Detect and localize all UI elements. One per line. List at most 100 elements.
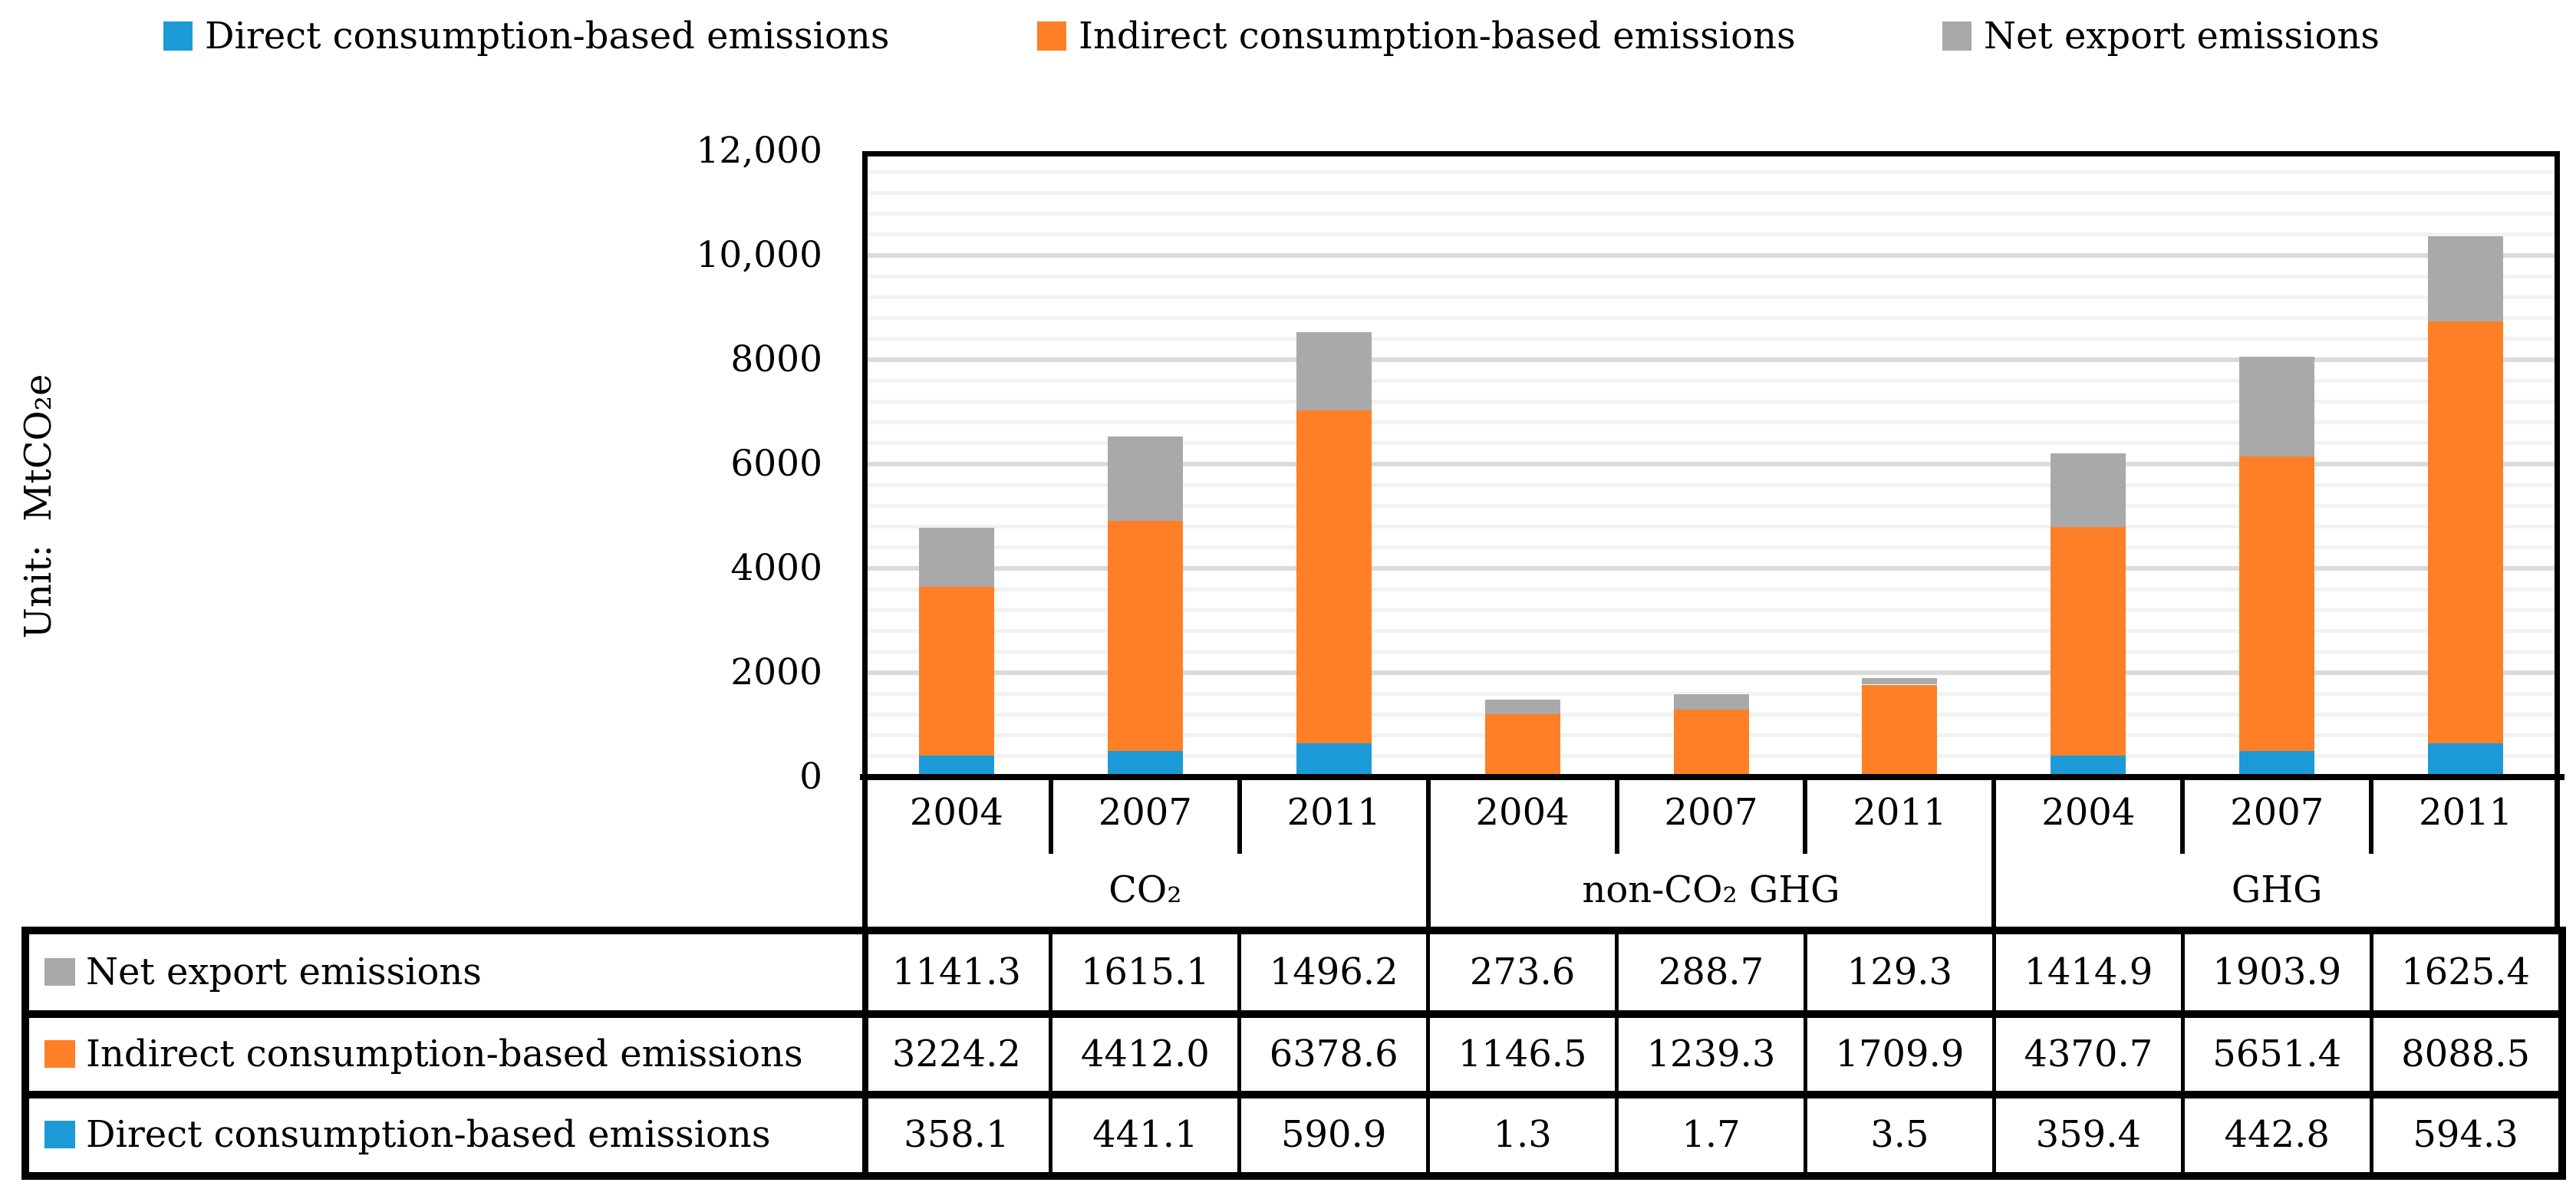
legend-item-net-export: Net export emissions — [1942, 15, 2380, 58]
table-cell-value: 1.3 — [1493, 1113, 1552, 1156]
table-row-label: Indirect consumption-based emissions — [86, 1033, 803, 1075]
legend-swatch-direct-icon — [163, 21, 193, 51]
table-cell-value: 590.9 — [1280, 1113, 1387, 1156]
gridline-minor — [868, 295, 2555, 299]
y-tick-label: 6000 — [730, 443, 822, 485]
table-cell-value: 129.3 — [1846, 950, 1953, 993]
table-column-divider — [1615, 934, 1619, 1172]
table-column-divider — [1237, 934, 1242, 1172]
gridline-minor — [868, 650, 2555, 654]
year-divider-line — [2180, 777, 2186, 854]
gridline-minor — [868, 378, 2555, 383]
bar-segment-direct — [2239, 750, 2315, 774]
gridline-minor — [868, 691, 2555, 696]
plot-area — [860, 151, 2564, 780]
legend-item-indirect: Indirect consumption-based emissions — [1037, 15, 1796, 58]
bar-segment-indirect — [1484, 713, 1560, 774]
gridline-minor — [868, 525, 2555, 529]
legend-item-direct: Direct consumption-based emissions — [163, 15, 890, 58]
gridline-minor — [868, 629, 2555, 634]
bar-segment-net-export — [918, 527, 994, 588]
table-cell-value: 1615.1 — [1080, 950, 1210, 993]
table-cell-value: 1.7 — [1682, 1113, 1741, 1156]
bar-segment-indirect — [1107, 521, 1183, 751]
bar-segment-net-export — [1107, 436, 1183, 521]
bar-segment-net-export — [1296, 332, 1372, 410]
legend-swatch-indirect-icon — [1037, 21, 1066, 51]
legend-label: Direct consumption-based emissions — [205, 15, 890, 58]
bar-segment-indirect — [1673, 709, 1749, 774]
table-cell-value: 358.1 — [904, 1113, 1010, 1156]
y-tick-label: 12,000 — [696, 130, 822, 172]
chart-legend: Direct consumption-based emissions Indire… — [0, 0, 2576, 69]
gridline-minor — [868, 232, 2555, 237]
table-cell-value: 1146.5 — [1458, 1033, 1587, 1075]
y-tick-label: 2000 — [730, 651, 822, 693]
group-divider-line — [1425, 777, 1431, 930]
x-axis-category-area: 2004 2007 2011 CO₂ 2004 2007 2011 non-CO₂ GHG 20… — [862, 777, 2560, 930]
y-tick-label: 10,000 — [696, 234, 822, 276]
table-column-divider — [1049, 934, 1053, 1172]
legend-swatch-net-export-icon — [1942, 21, 1972, 51]
gridline-minor — [868, 441, 2555, 446]
table-cell-value: 442.8 — [2224, 1113, 2330, 1156]
bar-segment-direct — [1107, 751, 1183, 774]
group-divider-line — [1991, 777, 1997, 930]
table-cell-value: 288.7 — [1658, 950, 1764, 993]
bar-segment-indirect — [918, 587, 994, 756]
year-label: 2011 — [1286, 791, 1381, 834]
gridline-minor — [868, 587, 2555, 591]
bar-segment-indirect — [2239, 456, 2315, 751]
gridline-minor — [868, 212, 2555, 216]
y-tick-label: 4000 — [730, 547, 822, 589]
bar-segment-net-export — [1862, 677, 1938, 685]
gridline-major — [868, 357, 2555, 362]
bar-segment-net-export — [2428, 236, 2504, 321]
gridline-major — [868, 670, 2555, 675]
table-cell-value: 5651.4 — [2212, 1033, 2342, 1075]
year-label: 2007 — [1098, 791, 1192, 834]
gridline-minor — [868, 608, 2555, 612]
table-row-swatch-indirect-icon — [44, 1040, 75, 1068]
y-axis-tick-labels: 0 2000 4000 6000 8000 10,000 12,000 — [0, 0, 862, 844]
year-label: 2011 — [1853, 791, 1947, 834]
table-cell-value: 1709.9 — [1835, 1033, 1965, 1075]
table-cell-value: 4412.0 — [1080, 1033, 1210, 1075]
table-cell-value: 1625.4 — [2401, 950, 2531, 993]
gridline-major — [868, 462, 2555, 466]
group-label: GHG — [2231, 868, 2323, 911]
gridline-major — [868, 566, 2555, 571]
table-column-divider — [1426, 934, 1431, 1172]
bar-segment-direct — [918, 755, 994, 774]
year-divider-line — [1614, 777, 1619, 854]
bar-segment-net-export — [2051, 453, 2126, 528]
bar-segment-net-export — [1484, 700, 1560, 714]
group-label: CO₂ — [1108, 868, 1182, 911]
gridline-minor — [868, 190, 2555, 195]
table-cell-value: 1414.9 — [2024, 950, 2153, 993]
gridline-minor — [868, 274, 2555, 278]
table-cell-value: 594.3 — [2413, 1113, 2518, 1156]
gridline-major — [868, 253, 2555, 258]
table-cell-value: 1496.2 — [1269, 950, 1398, 993]
table-cell-value: 359.4 — [2035, 1113, 2141, 1156]
table-column-divider — [2180, 934, 2185, 1172]
table-row-label: Direct consumption-based emissions — [86, 1113, 771, 1156]
axis-left-edge-line — [862, 777, 868, 930]
gridline-minor — [868, 337, 2555, 341]
legend-label: Indirect consumption-based emissions — [1079, 15, 1796, 58]
year-label: 2007 — [1664, 791, 1758, 834]
table-row-separator — [29, 1010, 2558, 1018]
gridline-minor — [868, 545, 2555, 550]
year-divider-line — [1237, 777, 1242, 854]
year-label: 2011 — [2419, 791, 2513, 834]
bar-segment-indirect — [2428, 321, 2504, 743]
gridline-minor — [868, 170, 2555, 174]
axis-right-edge-line — [2555, 777, 2560, 930]
plot-border — [862, 151, 2560, 777]
table-cell-value: 8088.5 — [2401, 1033, 2531, 1075]
table-cell-value: 441.1 — [1092, 1113, 1198, 1156]
legend-label: Net export emissions — [1984, 15, 2380, 58]
